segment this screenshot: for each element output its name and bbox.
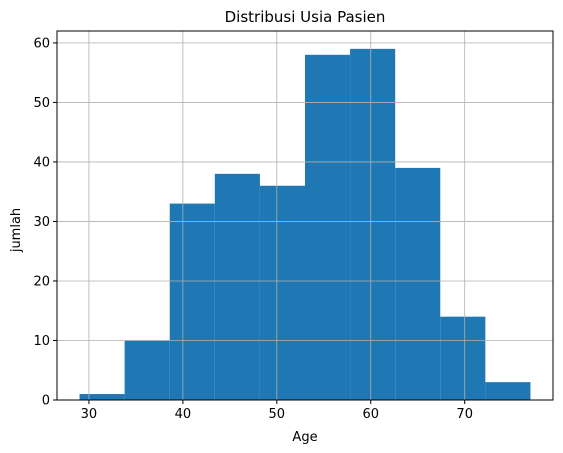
histogram-bar-6 (350, 48, 396, 401)
histogram-bar-2 (169, 203, 215, 400)
x-tick-label-4: 70 (456, 407, 473, 422)
y-tick-label-0: 0 (42, 394, 50, 409)
x-axis-ticks: 30 40 50 60 70 (81, 400, 473, 422)
y-axis-label: jumlah (9, 208, 24, 253)
y-axis-ticks: 0 10 20 30 40 50 60 (33, 36, 57, 409)
histogram-bar-0 (79, 394, 125, 400)
x-tick-label-0: 30 (81, 407, 98, 422)
y-tick-label-1: 10 (33, 334, 50, 349)
y-tick-label-4: 40 (33, 155, 50, 170)
y-tick-label-2: 20 (33, 274, 50, 289)
histogram-bar-4 (259, 185, 305, 400)
y-tick-label-5: 50 (33, 96, 50, 111)
x-axis-label: Age (292, 430, 317, 445)
histogram-bars (79, 48, 531, 401)
chart-title: Distribusi Usia Pasien (225, 8, 386, 26)
histogram-bar-8 (440, 316, 486, 400)
histogram-bar-7 (395, 167, 441, 400)
x-tick-label-2: 50 (269, 407, 286, 422)
histogram-bar-1 (124, 340, 170, 400)
plot-frame (56, 30, 554, 401)
x-tick-label-3: 60 (362, 407, 379, 422)
x-tick-label-1: 40 (175, 407, 192, 422)
y-tick-label-3: 30 (33, 215, 50, 230)
y-tick-label-6: 60 (33, 36, 50, 51)
histogram-bar-5 (305, 54, 351, 400)
histogram-bar-3 (214, 173, 260, 400)
histogram-bar-9 (485, 382, 531, 400)
